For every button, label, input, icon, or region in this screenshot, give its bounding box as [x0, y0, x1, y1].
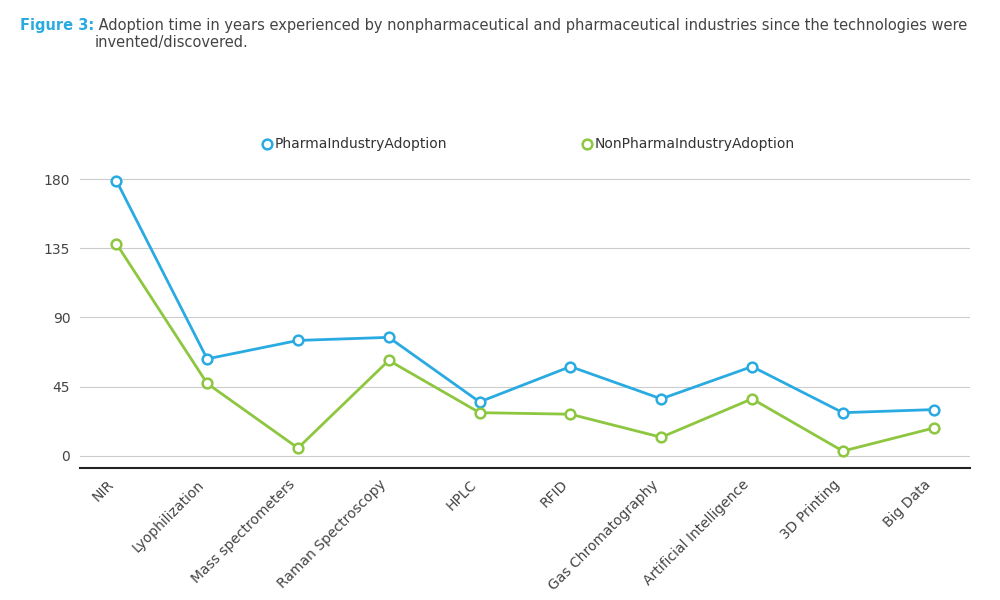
Text: PharmaIndustryAdoption: PharmaIndustryAdoption — [275, 137, 448, 151]
Text: Adoption time in years experienced by nonpharmaceutical and pharmaceutical indus: Adoption time in years experienced by no… — [94, 18, 968, 50]
Text: NonPharmaIndustryAdoption: NonPharmaIndustryAdoption — [595, 137, 795, 151]
Text: Figure 3:: Figure 3: — [20, 18, 94, 33]
